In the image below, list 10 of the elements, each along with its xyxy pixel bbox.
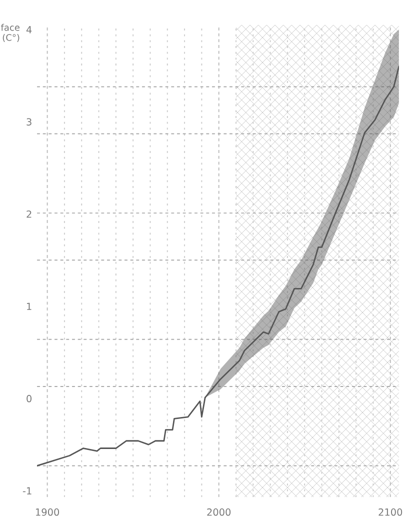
y-tick-label: 3 <box>26 118 32 126</box>
y-tick-label: 2 <box>26 210 32 218</box>
y-tick-label: 4 <box>26 26 32 34</box>
y-axis-title: face (C°) <box>0 24 20 42</box>
y-tick-label: 0 <box>26 394 32 402</box>
x-tick-label: 2000 <box>207 508 231 516</box>
y-tick-label: -1 <box>22 487 32 494</box>
y-tick-label: 1 <box>27 302 32 310</box>
x-tick-label: 1900 <box>36 508 60 516</box>
x-tick-label: 2100 <box>378 508 402 516</box>
